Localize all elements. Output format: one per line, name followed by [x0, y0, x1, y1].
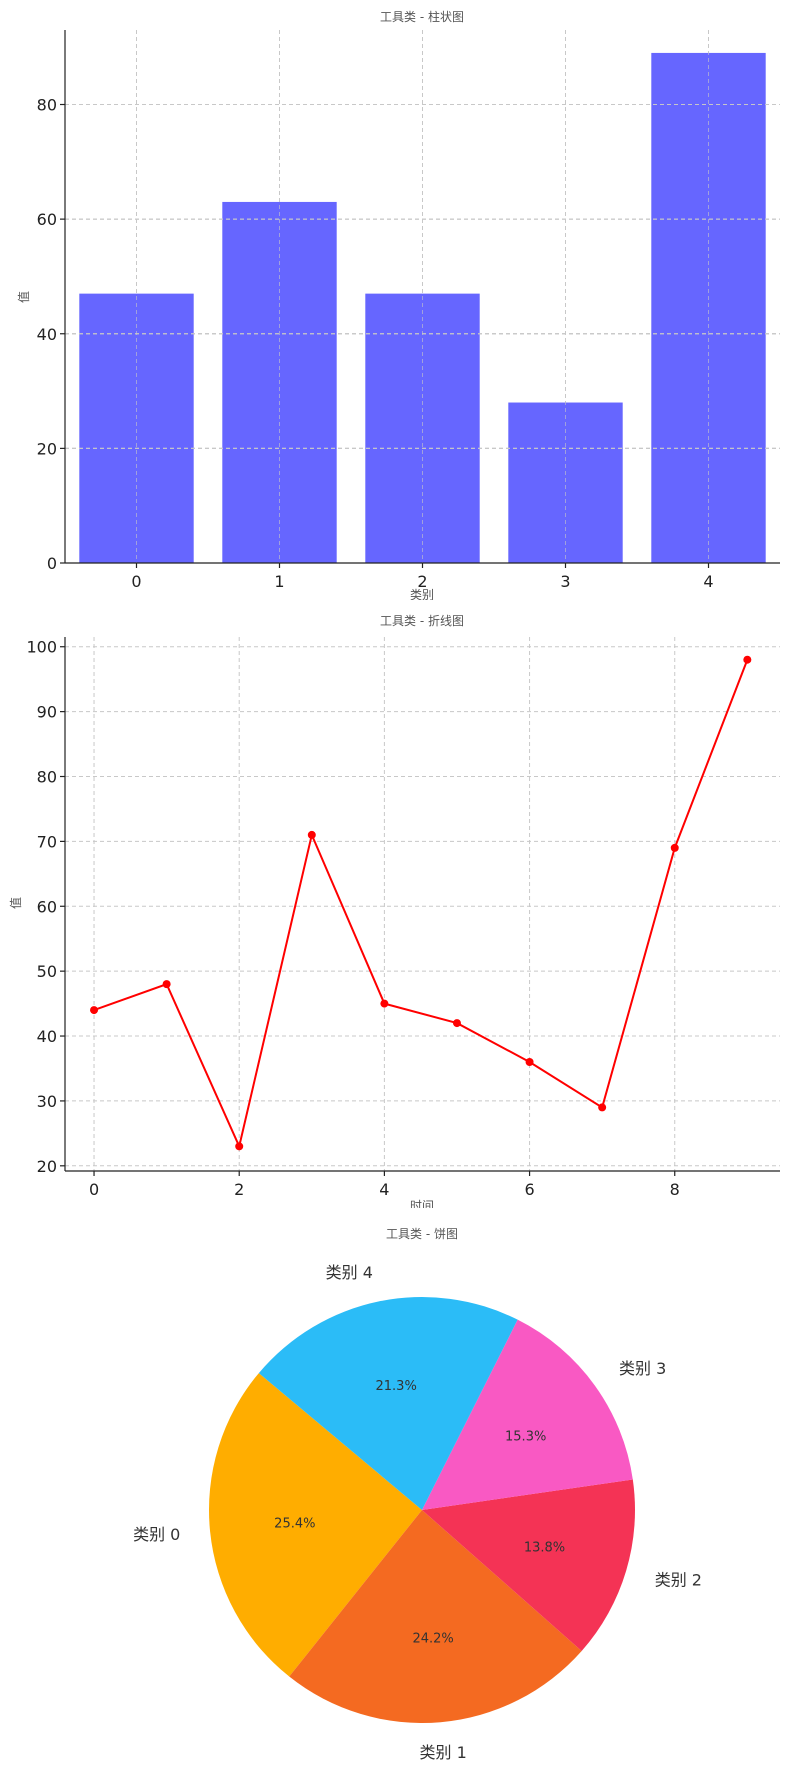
- line-chart: 工具类 - 折线图 时间 值 20 30 40 50 60 70 80 90 100 0 2 4 6 8: [8, 613, 780, 1208]
- bar-chart-ylabel: 值: [16, 291, 31, 303]
- pie-chart-pct-label: 25.4%: [274, 1517, 315, 1532]
- pie-chart-title: 工具类 - 饼图: [386, 1227, 458, 1241]
- line-chart-ytick-label: 40: [37, 1027, 57, 1046]
- line-chart-ytick-label: 80: [37, 768, 57, 787]
- bar-chart-bar-3: [508, 402, 623, 563]
- pie-chart-slice-1: [289, 1510, 582, 1723]
- pie-chart-slice-label: 类别 1: [420, 1743, 467, 1762]
- line-chart-ylabel: 值: [8, 897, 23, 909]
- line-chart-ytick-label: 30: [37, 1092, 57, 1111]
- bar-chart-title: 工具类 - 柱状图: [380, 9, 464, 24]
- bar-chart-xlabel: 类别: [410, 588, 434, 600]
- pie-chart-labels: 25.4% 类别 0 24.2% 类别 1 13.8% 类别 2 15.3% 类别 3 21.3…: [133, 1263, 702, 1762]
- pie-chart-slice-0: [208, 1373, 422, 1677]
- bar-chart-ytick-label: 80: [37, 96, 57, 115]
- line-chart-ytick-label: 90: [37, 703, 57, 722]
- pie-chart-slice-2: [422, 1479, 636, 1651]
- bar-chart-xtick-label: 2: [417, 572, 427, 591]
- bar-chart-axes: [60, 30, 780, 568]
- bar-chart-ytick-label: 20: [37, 439, 57, 458]
- line-chart-point-8: [670, 843, 679, 852]
- bar-chart: 工具类 - 柱状图 类别 值 0 20 40 60 80 0 1 2 3 4: [16, 9, 780, 600]
- line-chart-point-9: [743, 655, 752, 664]
- bar-chart-xtick-label: 0: [131, 572, 141, 591]
- line-chart-ytick-label: 60: [37, 897, 57, 916]
- line-chart-point-7: [598, 1103, 607, 1112]
- bar-chart-xtick-label: 3: [560, 572, 570, 591]
- line-chart-axes: [60, 637, 780, 1176]
- pie-chart-pct-label: 24.2%: [412, 1631, 453, 1646]
- pie-chart: 工具类 - 饼图 25.4% 类别 0 24.2% 类别 1 13.8% 类别 2 15.3…: [133, 1227, 702, 1762]
- pie-chart-pct-label: 13.8%: [524, 1541, 565, 1556]
- line-chart-ytick-label: 100: [26, 638, 57, 657]
- line-chart-point-3: [307, 830, 316, 839]
- line-chart-point-2: [235, 1142, 244, 1151]
- pie-chart-slice-3: [422, 1319, 633, 1510]
- line-chart-ticks: 20 30 40 50 60 70 80 90 100 0 2 4 6 8: [26, 638, 679, 1199]
- line-chart-series-line: [93, 659, 749, 1150]
- pie-chart-pct-label: 15.3%: [505, 1429, 546, 1444]
- pie-chart-slice-label: 类别 2: [655, 1570, 702, 1589]
- pie-chart-slice-label: 类别 4: [326, 1263, 373, 1282]
- pie-chart-slice-4: [258, 1297, 518, 1510]
- line-chart-grid: [65, 637, 780, 1171]
- line-chart-title: 工具类 - 折线图: [380, 613, 464, 628]
- line-chart-series: [90, 655, 752, 1151]
- line-chart-xtick-label: 6: [524, 1180, 534, 1199]
- line-chart-ytick-label: 70: [37, 832, 57, 851]
- pie-chart-slice-label: 类别 0: [133, 1525, 180, 1544]
- line-chart-xtick-label: 2: [234, 1180, 244, 1199]
- line-chart-point-1: [162, 980, 171, 989]
- line-chart-point-6: [525, 1057, 534, 1066]
- line-chart-xtick-label: 4: [379, 1180, 389, 1199]
- line-chart-xtick-label: 8: [670, 1180, 680, 1199]
- line-chart-ytick-label: 20: [37, 1157, 57, 1176]
- line-chart-xtick-label: 0: [89, 1180, 99, 1199]
- line-chart-ytick-label: 50: [37, 962, 57, 981]
- line-chart-point-5: [452, 1019, 461, 1028]
- bar-chart-ticks: 0 20 40 60 80 0 1 2 3 4: [37, 96, 714, 591]
- bar-chart-bars: [65, 30, 780, 563]
- line-chart-point-0: [90, 1006, 99, 1015]
- bar-chart-ytick-label: 40: [37, 325, 57, 344]
- pie-chart-pct-label: 21.3%: [376, 1379, 417, 1394]
- line-chart-xlabel: 时间: [410, 1199, 434, 1208]
- bar-chart-ytick-label: 60: [37, 210, 57, 229]
- line-chart-point-4: [380, 999, 389, 1008]
- bar-chart-xtick-label: 4: [703, 572, 713, 591]
- bar-chart-xtick-label: 1: [274, 572, 284, 591]
- pie-chart-slice-label: 类别 3: [619, 1359, 666, 1378]
- bar-chart-ytick-label: 0: [47, 554, 57, 573]
- pie-chart-slices: [208, 1297, 636, 1723]
